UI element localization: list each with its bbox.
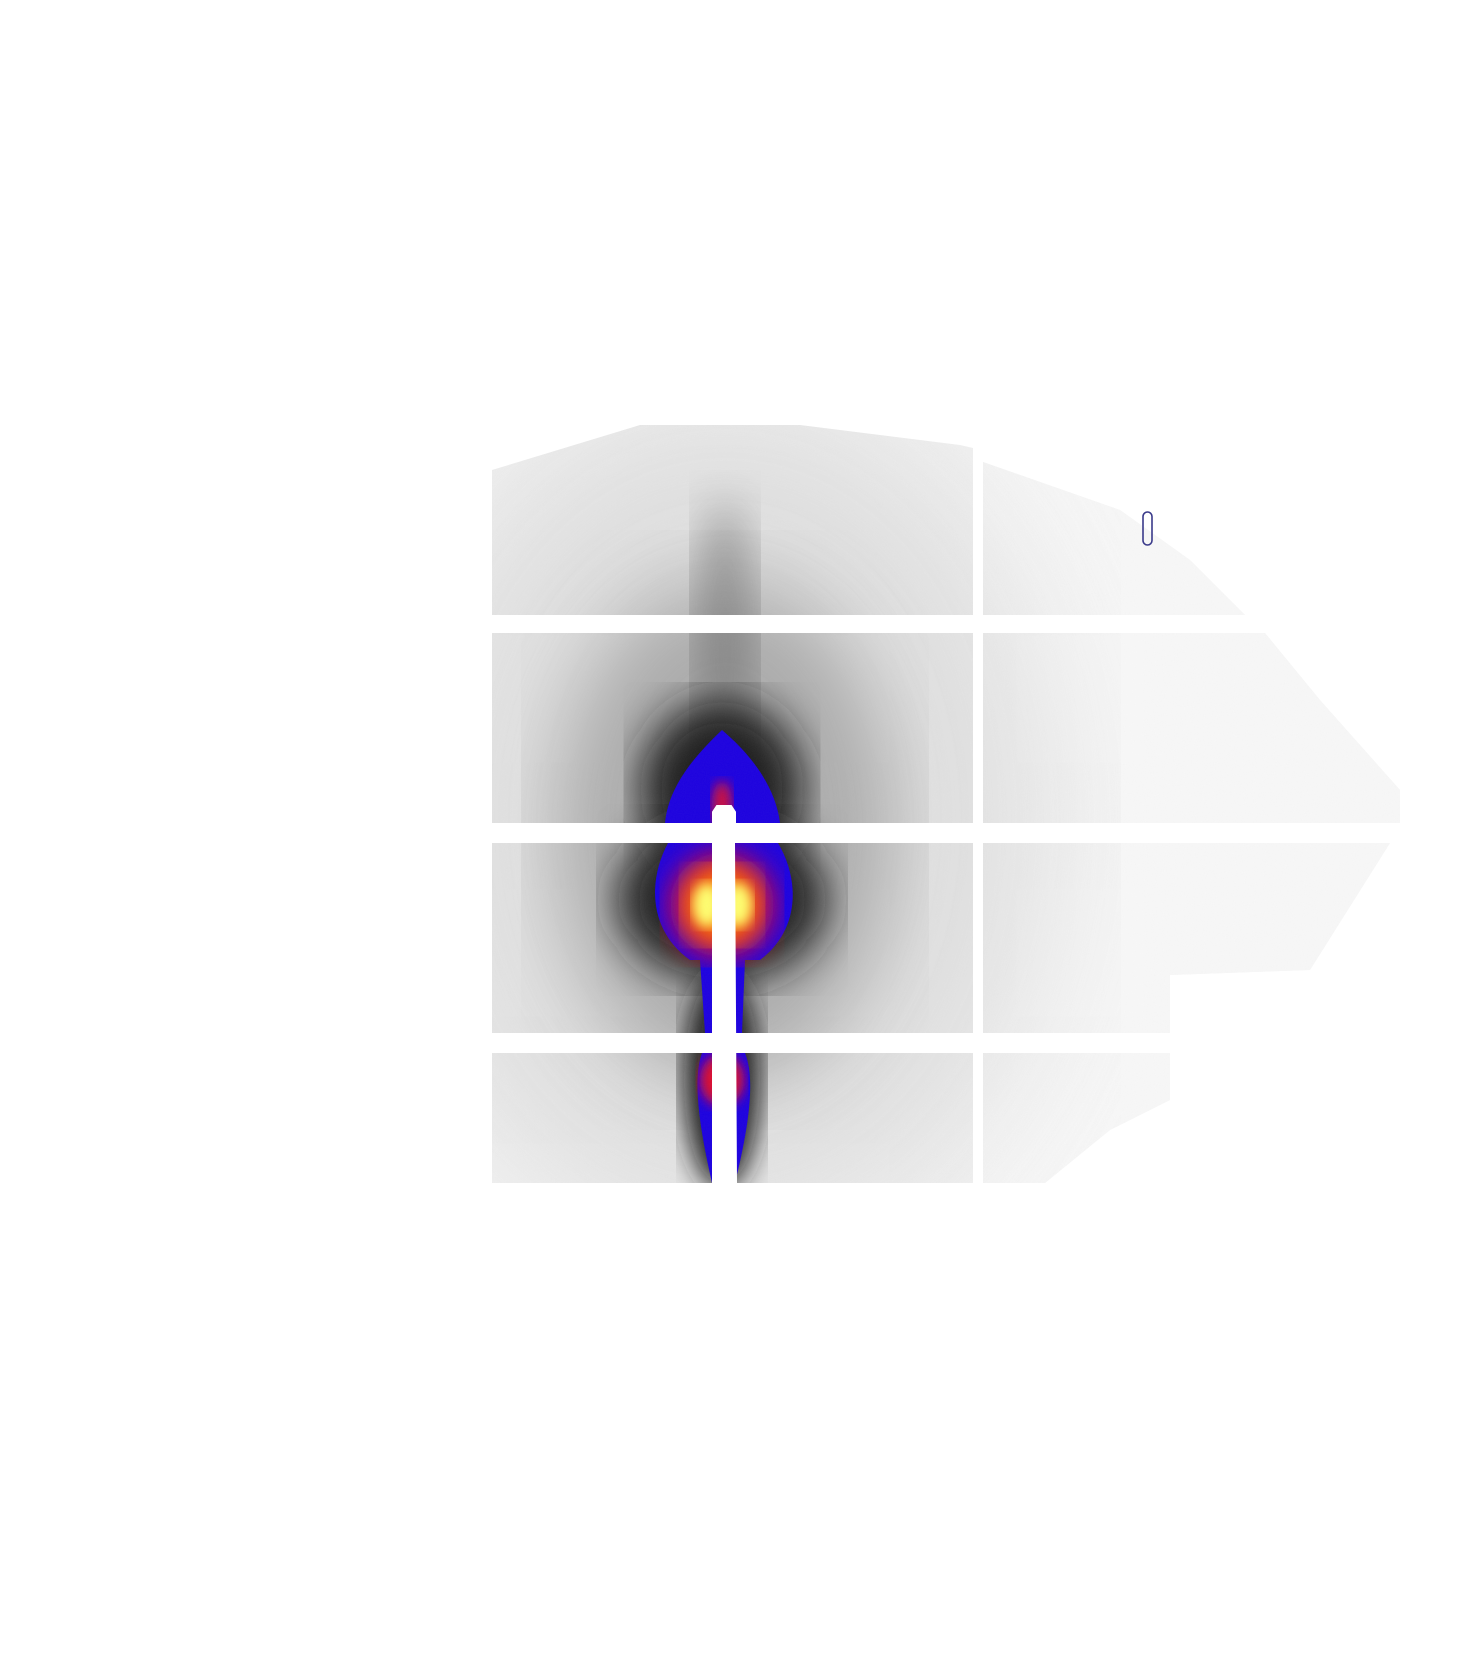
detector-grain [492, 425, 1400, 1183]
roi-marker [1142, 511, 1153, 546]
beamstop-edge [712, 805, 736, 823]
beamstop [710, 806, 737, 1183]
detector-modules [492, 425, 1400, 1183]
